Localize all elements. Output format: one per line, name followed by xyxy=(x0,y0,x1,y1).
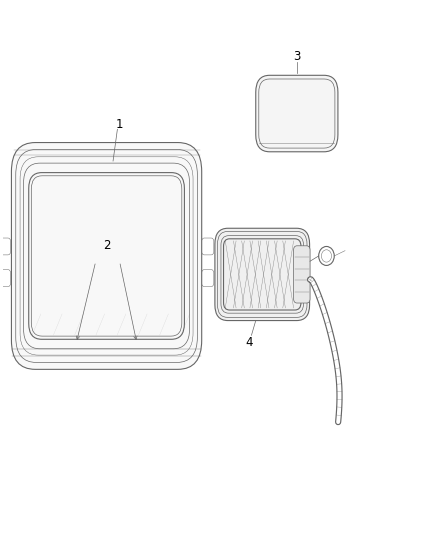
FancyBboxPatch shape xyxy=(256,75,338,152)
Text: 2: 2 xyxy=(103,239,110,252)
Text: 1: 1 xyxy=(116,118,123,131)
FancyBboxPatch shape xyxy=(130,342,144,350)
Text: 3: 3 xyxy=(293,50,300,63)
FancyBboxPatch shape xyxy=(215,228,310,320)
FancyBboxPatch shape xyxy=(11,142,202,369)
Circle shape xyxy=(225,240,230,246)
Text: 4: 4 xyxy=(246,336,253,349)
Circle shape xyxy=(267,110,269,112)
FancyBboxPatch shape xyxy=(293,246,310,303)
FancyBboxPatch shape xyxy=(69,342,83,350)
